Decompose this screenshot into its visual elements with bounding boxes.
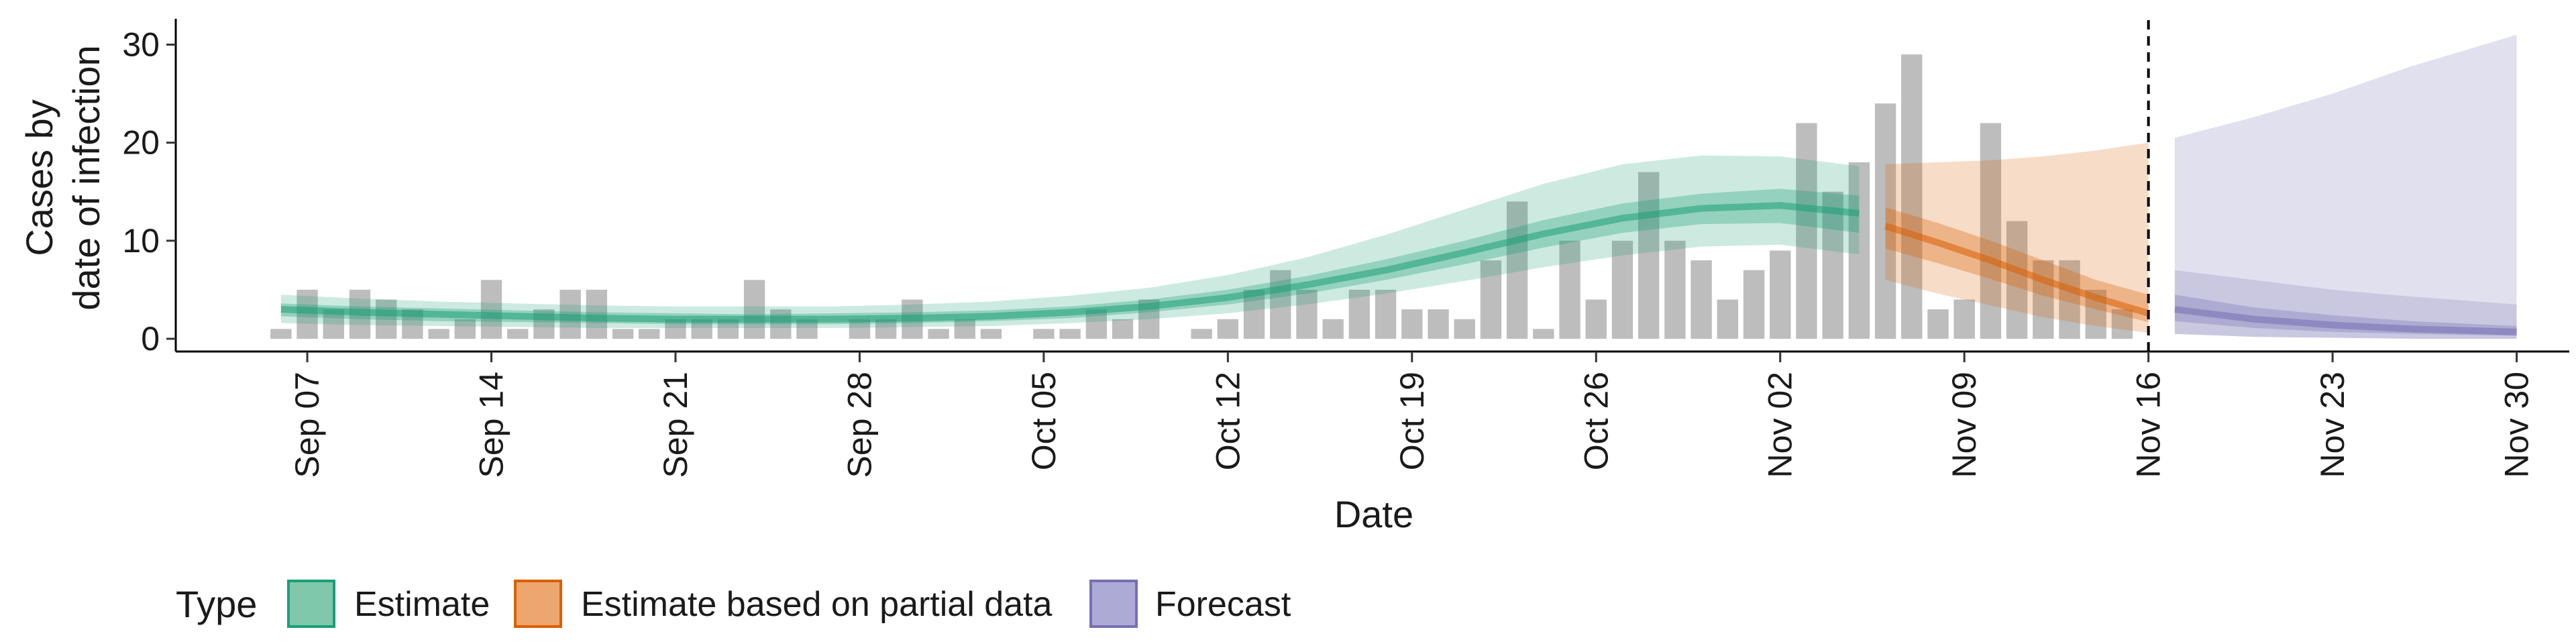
observed-case-bar: [770, 309, 792, 339]
legend-key-estimate-based-on-partial-data: [514, 580, 562, 628]
observed-case-bar: [928, 329, 949, 339]
estimate-based-on-partial-data-median-line: [1884, 223, 2150, 317]
axes: 0 10 20 30 Sep 07 Sep 14 Sep 21 Sep 28 Oct 05 Oct…: [122, 19, 2569, 478]
estimate-50-interval: [280, 189, 1860, 325]
legend-label: Estimate: [354, 585, 490, 624]
observed-case-bar: [2033, 260, 2054, 339]
legend-key-estimate: [287, 580, 335, 628]
observed-case-bar: [454, 319, 476, 339]
observed-case-bar: [1533, 329, 1554, 339]
observed-case-bar: [1585, 299, 1607, 339]
y-tick-label: 30: [122, 26, 160, 64]
forecast-90-interval: [2174, 34, 2517, 339]
observed-case-bar: [1085, 309, 1107, 339]
observed-case-bar: [1059, 329, 1081, 339]
observed-case-bar: [1375, 289, 1397, 339]
observed-case-bar: [1611, 240, 1633, 339]
x-tick-label: Nov 23: [2314, 372, 2351, 478]
legend: Type Estimate Estimate based on partial d…: [176, 580, 1291, 628]
observed-case-bar: [1322, 319, 1344, 339]
observed-case-bar: [586, 289, 608, 339]
observed-case-bar: [1270, 270, 1291, 339]
observed-case-bar: [1033, 329, 1055, 339]
observed-case-bar: [1243, 289, 1265, 339]
observed-case-bar: [2006, 221, 2028, 339]
observed-case-bar: [1401, 309, 1423, 339]
x-tick-label: Sep 21: [657, 372, 694, 478]
x-tick-label: Oct 19: [1393, 372, 1431, 470]
x-tick-label: Nov 09: [1945, 372, 1983, 478]
observed-case-bar: [1191, 329, 1212, 339]
x-tick-label: Oct 05: [1025, 372, 1063, 470]
observed-case-bar: [1822, 191, 1843, 339]
observed-case-bar: [954, 319, 975, 339]
observed-case-bar: [1953, 299, 1975, 339]
observed-case-bar: [849, 319, 871, 339]
legend-label: Forecast: [1155, 585, 1291, 624]
x-tick-label: Sep 14: [473, 372, 511, 478]
observed-case-bar: [297, 289, 318, 339]
x-tick-label: Oct 26: [1577, 372, 1615, 470]
x-tick-label: Nov 02: [1762, 372, 1799, 478]
observed-case-bar: [612, 329, 634, 339]
observed-case-bar: [1454, 319, 1475, 339]
observed-case-bar: [980, 329, 1002, 339]
estimate-90-interval: [280, 155, 1860, 328]
observed-case-bar: [1690, 260, 1712, 339]
observed-case-bar: [1770, 250, 1791, 339]
estimate-based-on-partial-data-90-interval: [1885, 142, 2149, 333]
x-axis-title: Date: [1334, 493, 1413, 535]
y-tick-label: 10: [122, 222, 160, 260]
estimate-median-line: [280, 202, 1860, 323]
forecast-median-line: [2174, 306, 2517, 335]
observed-case-bar: [743, 280, 765, 339]
y-tick-label: 20: [122, 124, 160, 162]
observed-case-bar: [1112, 319, 1134, 339]
observed-case-bar: [507, 329, 529, 339]
legend-label: Estimate based on partial data: [581, 585, 1053, 624]
observed-case-bar: [1848, 162, 1870, 339]
observed-case-bar: [270, 329, 292, 339]
plot-area: [270, 20, 2517, 352]
observed-case-bar: [1296, 289, 1318, 339]
observed-case-bar: [2059, 260, 2080, 339]
observed-case-bar: [1348, 289, 1371, 339]
legend-title: Type: [176, 583, 257, 625]
observed-case-bar: [480, 280, 502, 339]
observed-case-bar: [1664, 240, 1686, 339]
observed-case-bar: [428, 329, 449, 339]
observed-case-bar: [1980, 123, 2002, 339]
observed-case-bar: [1428, 309, 1449, 339]
x-tick-label: Sep 28: [841, 372, 878, 478]
x-tick-label: Nov 16: [2130, 372, 2167, 478]
observed-case-bar: [1743, 270, 1765, 339]
observed-case-bar: [639, 329, 660, 339]
forecast-50-interval: [2174, 294, 2517, 336]
observed-case-bar: [375, 299, 397, 339]
y-axis-title-line-1: Cases by: [18, 99, 60, 256]
legend-key-forecast: [1089, 580, 1138, 628]
observed-case-bar: [875, 319, 897, 339]
x-tick-label: Sep 07: [288, 372, 326, 478]
axis-labels: Date Cases by date of infection: [18, 45, 1413, 535]
observed-case-bar: [1927, 309, 1949, 339]
x-tick-label: Oct 12: [1209, 372, 1246, 470]
observed-case-bar: [1874, 103, 1896, 339]
observed-case-bar: [1559, 240, 1580, 339]
observed-case-bar: [1901, 54, 1923, 339]
observed-case-bar: [1480, 260, 1502, 339]
x-tick-label: Nov 30: [2498, 372, 2536, 478]
observed-case-bar: [1717, 299, 1739, 339]
observed-case-bar: [1217, 319, 1239, 339]
observed-case-bar: [1506, 201, 1528, 339]
y-tick-label: 0: [141, 320, 160, 358]
observed-case-bar: [1796, 123, 1817, 339]
y-axis-title-line-2: date of infection: [65, 45, 107, 310]
observed-case-bar: [1638, 172, 1660, 339]
observed-case-bar: [2111, 309, 2133, 339]
